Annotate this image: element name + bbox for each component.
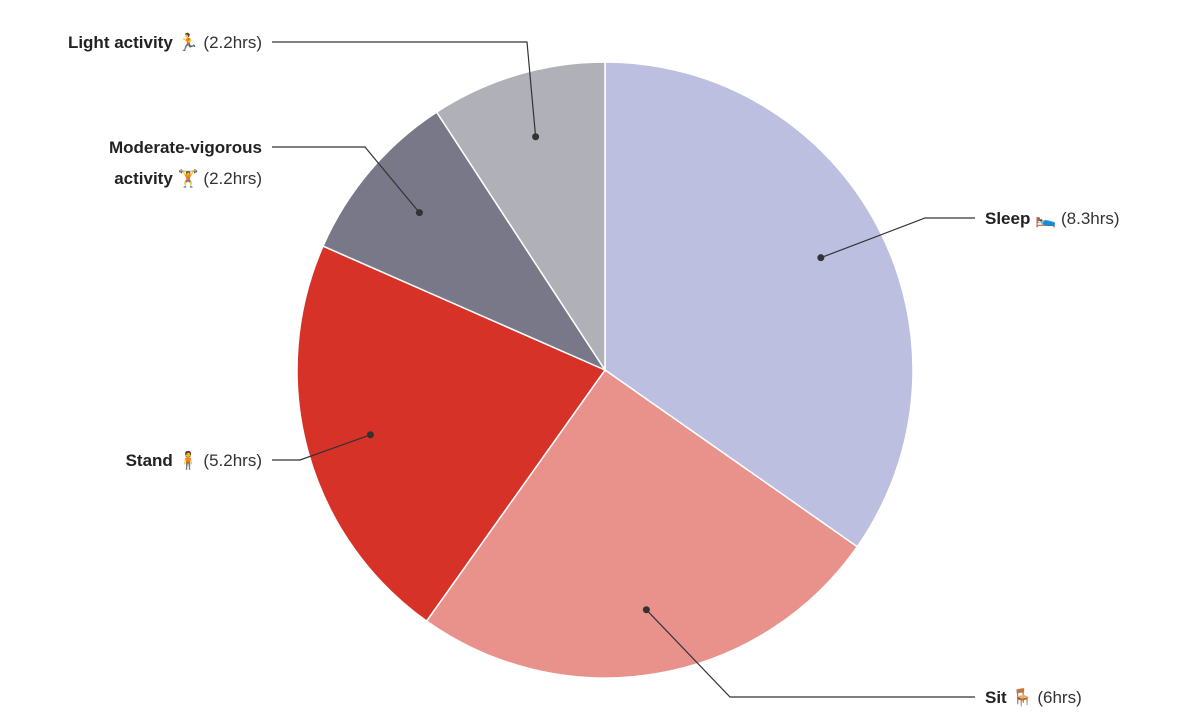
slice-label: Stand 🧍 (5.2hrs) [62, 445, 262, 476]
slice-label: Moderate-vigorous activity 🏋 (2.2hrs) [62, 132, 262, 194]
pie-slice [435, 61, 606, 373]
leader-dot [817, 254, 825, 262]
slice-label: Light activity 🏃 (2.2hrs) [62, 27, 262, 58]
category-label: Light activity 🏃 [67, 33, 199, 52]
slice-label: Sleep 🛌 (8.3hrs) [985, 203, 1185, 234]
value-label: (2.2hrs) [203, 169, 262, 188]
category-label: Stand 🧍 [125, 451, 199, 470]
leader-line [272, 146, 420, 214]
value-label: (6hrs) [1037, 688, 1082, 707]
category-label: Sleep 🛌 [985, 209, 1057, 228]
category-label: Sit 🪑 [985, 688, 1033, 707]
value-label: (5.2hrs) [203, 451, 262, 470]
leader-dot [642, 606, 650, 614]
leader-line [820, 217, 975, 259]
leader-line [645, 609, 975, 698]
pie-slice [425, 368, 859, 679]
value-label: (8.3hrs) [1060, 209, 1120, 228]
slice-label: Sit 🪑 (6hrs) [985, 682, 1185, 713]
leader-line [272, 434, 371, 461]
leader-dot [532, 133, 540, 141]
value-label: (2.2hrs) [203, 33, 262, 52]
leader-dot [366, 431, 374, 439]
leader-line [272, 41, 537, 137]
pie-slice [296, 245, 607, 623]
category-label: Moderate-vigorous activity 🏋 [108, 138, 262, 188]
leader-dot [415, 209, 423, 217]
pie-slice [604, 61, 914, 548]
pie-slice [322, 111, 608, 372]
